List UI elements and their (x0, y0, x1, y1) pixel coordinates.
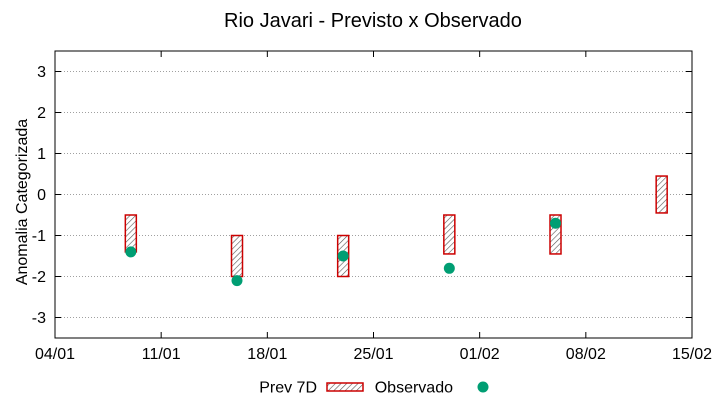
forecast-range-box (124, 214, 138, 253)
observed-point (443, 262, 455, 274)
axes: -3 -2 -1 0 1 2 3 04/01 11/01 18/01 25/01 01/02 08/02… (32, 50, 712, 363)
x-tick-label: 11/01 (142, 346, 181, 363)
forecast-range-box (655, 175, 668, 214)
y-tick-label: 0 (37, 187, 46, 204)
legend-swatch-observado (477, 381, 489, 393)
y-tick-label: -3 (32, 310, 46, 327)
x-tick-label: 08/02 (566, 346, 606, 363)
observed-point (231, 275, 243, 287)
y-tick-label: -2 (32, 269, 46, 286)
legend-label-prev-7d: Prev 7D (259, 380, 317, 397)
forecast-range-box (549, 214, 562, 255)
series-layer (124, 175, 668, 287)
observed-point (550, 217, 561, 229)
y-tick-label: 1 (37, 146, 46, 163)
legend-label-observado: Observado (375, 380, 453, 397)
observed-point (337, 250, 349, 262)
x-tick-label: 15/02 (672, 346, 712, 363)
forecast-range-box (443, 214, 456, 255)
chart-title: Rio Javari - Previsto x Observado (224, 10, 522, 32)
x-tick-label: 01/02 (460, 346, 500, 363)
x-tick-label: 18/01 (247, 346, 287, 363)
y-tick-label: 3 (37, 64, 46, 81)
observed-point (125, 246, 137, 258)
y-axis-label: Anomalia Categorizada (14, 119, 31, 285)
legend: Prev 7D Observado (259, 380, 489, 397)
forecast-range-box (230, 234, 244, 278)
y-tick-label: 2 (37, 105, 46, 122)
y-tick-label: -1 (32, 228, 46, 245)
plot-border (54, 50, 693, 339)
x-tick-label: 25/01 (353, 346, 393, 363)
x-tick-label: 04/01 (35, 346, 75, 363)
legend-swatch-prev-7d (326, 382, 364, 392)
grid (55, 71, 692, 318)
